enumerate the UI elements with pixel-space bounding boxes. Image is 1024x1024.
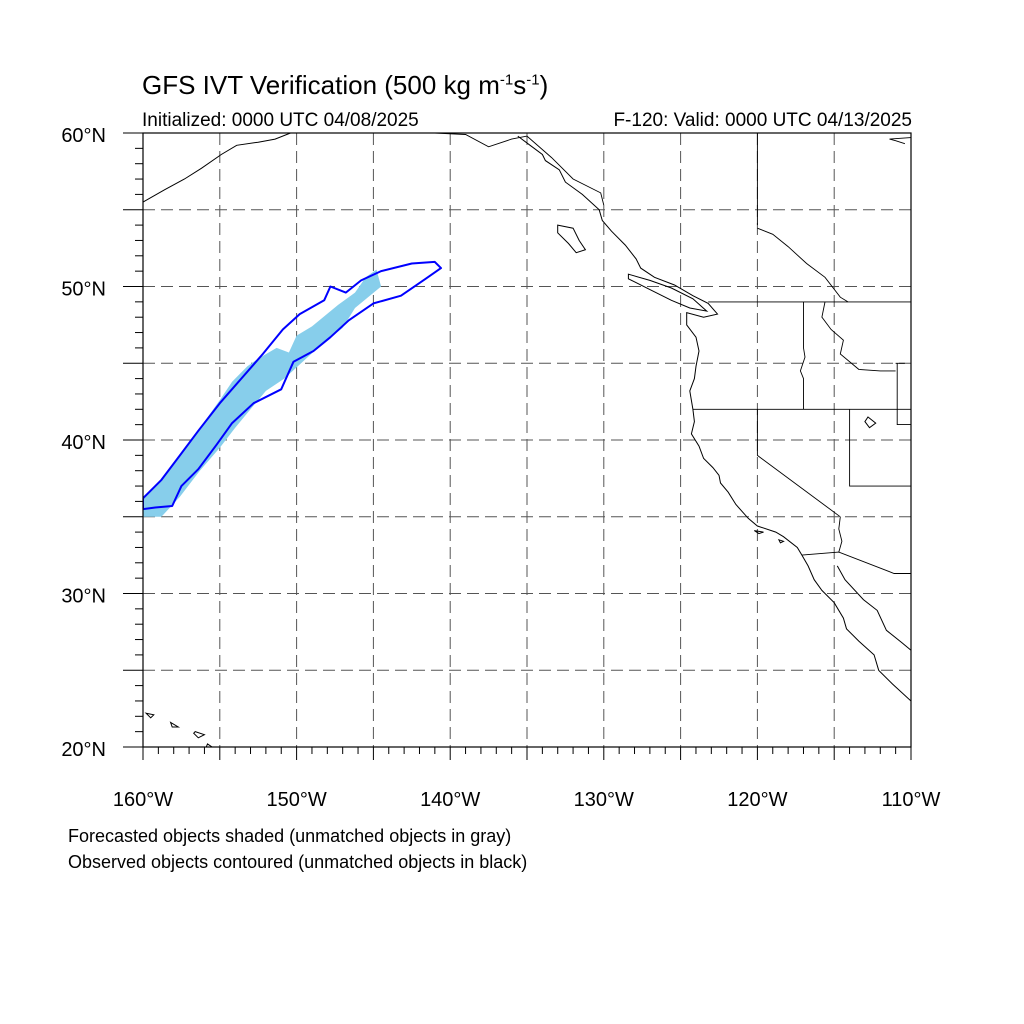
title-sup-1: -1	[499, 71, 514, 89]
lat-label: 50°N	[61, 279, 106, 301]
gulf-coastline	[836, 565, 911, 651]
lon-label: 160°W	[113, 789, 173, 811]
forecast-objects	[143, 269, 382, 517]
title-sup-2: -1	[526, 71, 540, 89]
political-border	[757, 227, 849, 303]
valid-label: F-120: Valid: 0000 UTC 04/13/2025	[613, 110, 912, 131]
observed-object-contour	[143, 260, 442, 511]
lon-label: 120°W	[727, 789, 787, 811]
political-border	[889, 137, 911, 145]
island-outline	[627, 273, 709, 312]
title-end: )	[539, 70, 549, 100]
initialized-label: Initialized: 0000 UTC 04/08/2025	[142, 110, 419, 131]
legend-note-forecast: Forecasted objects shaded (unmatched obj…	[68, 826, 512, 846]
axis-labels: 160°W 150°W 140°W 130°W 120°W 110°W 20°N 30°N 40…	[61, 125, 940, 811]
political-border	[849, 409, 911, 487]
lat-label: 60°N	[61, 125, 106, 147]
political-border	[434, 133, 605, 206]
political-border	[801, 551, 911, 574]
island-outline	[777, 538, 785, 544]
political-border	[821, 301, 896, 372]
island-outline	[193, 731, 206, 739]
geography	[143, 133, 911, 747]
lon-label: 110°W	[882, 789, 941, 811]
lon-label: 130°W	[574, 789, 634, 811]
forecast-object	[143, 269, 382, 517]
legend-note-observed: Observed objects contoured (unmatched ob…	[68, 852, 528, 872]
lake-outline	[864, 416, 877, 429]
lon-label: 140°W	[420, 789, 480, 811]
observed-objects	[143, 260, 442, 511]
map-title: GFS IVT Verification (500 kg m-1s-1)	[142, 70, 548, 101]
grid-lines	[143, 133, 911, 747]
island-outline	[169, 721, 181, 728]
coastline	[517, 135, 911, 702]
political-border	[799, 301, 806, 410]
lon-label: 150°W	[266, 789, 326, 811]
political-border	[756, 409, 841, 518]
alaska-coastline	[143, 133, 291, 203]
island-outline	[557, 224, 587, 254]
island-outline	[754, 530, 764, 535]
lat-label: 40°N	[61, 432, 106, 454]
axis-ticks	[123, 132, 912, 760]
title-main: GFS IVT Verification (500 kg m	[142, 70, 500, 100]
lat-label: 30°N	[61, 586, 106, 608]
island-outline	[144, 712, 155, 719]
political-border	[838, 516, 843, 553]
political-border	[896, 363, 911, 426]
title-mid: s	[513, 70, 527, 100]
lat-label: 20°N	[61, 739, 106, 761]
